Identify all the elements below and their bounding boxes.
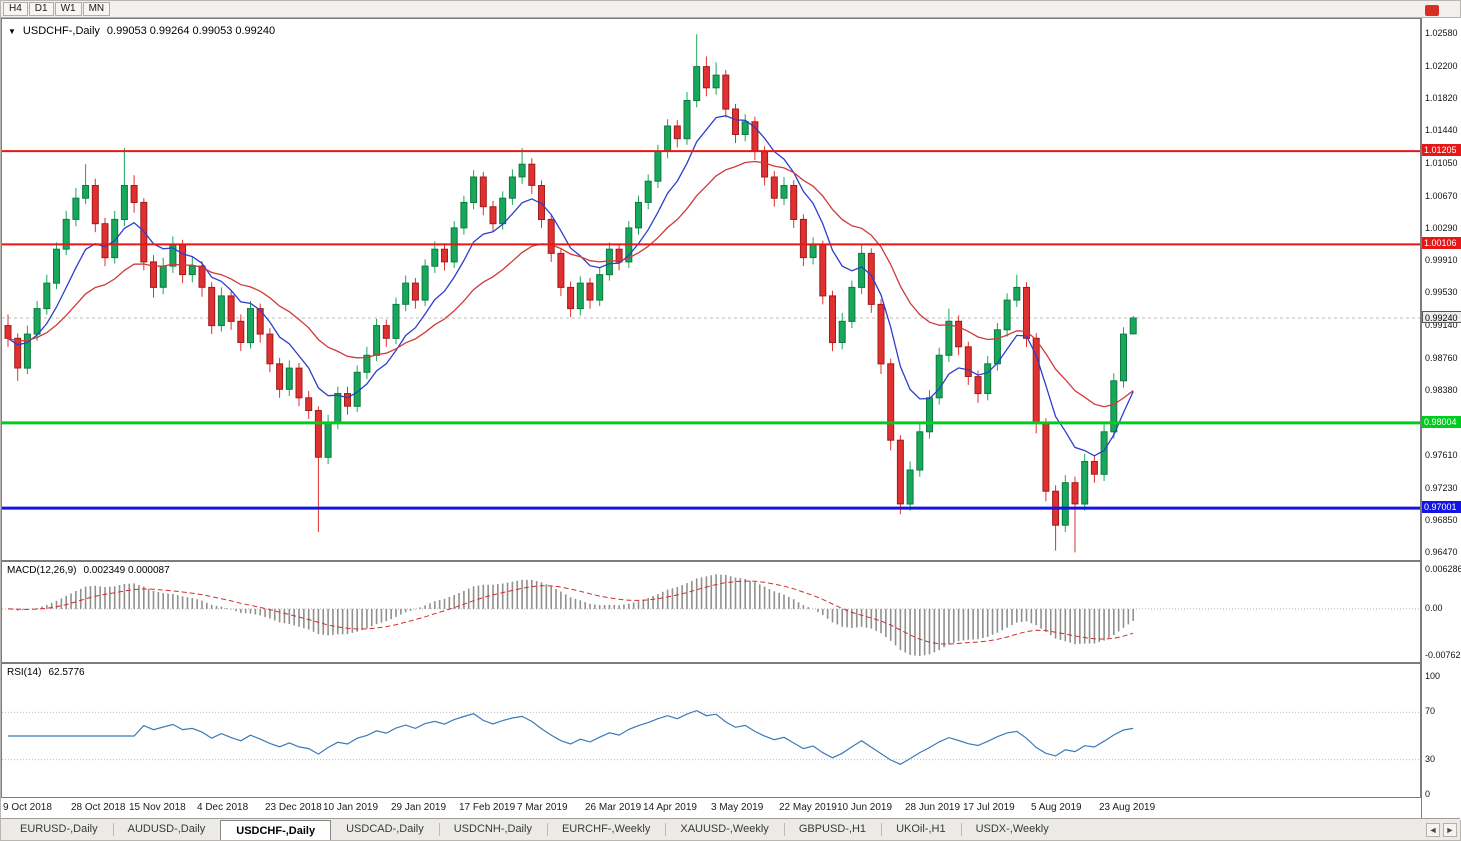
chart-title: ▼ USDCHF-,Daily 0.99053 0.99264 0.99053 … <box>8 25 275 37</box>
date-label: 14 Apr 2019 <box>643 802 697 813</box>
price-tick: 1.00290 <box>1425 223 1458 233</box>
chart-ohlc-values: 0.99053 0.99264 0.99053 0.99240 <box>106 25 276 37</box>
price-tick: 1.01050 <box>1425 158 1458 168</box>
date-label: 23 Dec 2018 <box>265 802 322 813</box>
timeframe-button-w1[interactable]: W1 <box>54 2 82 16</box>
price-tick: 0.96850 <box>1425 515 1458 525</box>
chart-marker-icon: ▼ <box>8 26 16 36</box>
macd-indicator-panel[interactable]: MACD(12,26,9) 0.002349 0.000087 <box>1 561 1421 663</box>
tab-nav-controls: ◄ ► <box>1426 819 1457 841</box>
tab-eurusd-daily[interactable]: EURUSD-,Daily <box>20 823 98 835</box>
macd-label: MACD(12,26,9) 0.002349 0.000087 <box>7 565 170 576</box>
timeframe-button-mn[interactable]: MN <box>82 2 111 16</box>
price-tick: 1.02580 <box>1425 28 1458 38</box>
rsi-plot[interactable] <box>2 664 1420 797</box>
macd-axis-tick: 0.006286 <box>1425 564 1461 574</box>
date-label: 29 Jan 2019 <box>391 802 447 813</box>
date-label: 17 Feb 2019 <box>459 802 516 813</box>
macd-signal-line <box>7 580 1134 645</box>
tab-scroll-right-icon[interactable]: ► <box>1443 823 1457 837</box>
resistance-2-price-tag: 1.00106 <box>1422 237 1461 249</box>
rsi-axis-tick: 0 <box>1425 789 1431 799</box>
rsi-line <box>8 709 1134 765</box>
tab-usdx-weekly[interactable]: USDX-,Weekly <box>960 819 1064 840</box>
timeframe-button-h4[interactable]: H4 <box>3 2 28 16</box>
chart-symbol-label: USDCHF-,Daily <box>22 25 100 37</box>
price-tick: 1.01820 <box>1425 93 1458 103</box>
date-label: 10 Jun 2019 <box>837 802 893 813</box>
ma-slow-line <box>7 160 1134 408</box>
timeframe-button-d1[interactable]: D1 <box>28 2 54 16</box>
date-label: 17 Jul 2019 <box>963 802 1015 813</box>
tab-gbpusd-h1[interactable]: GBPUSD-,H1 <box>783 819 881 840</box>
tab-eurchf-weekly[interactable]: EURCHF-,Weekly <box>546 819 665 840</box>
app-badge-icon <box>1425 5 1439 16</box>
date-label: 10 Jan 2019 <box>323 802 379 813</box>
support-1-price-tag: 0.98004 <box>1422 416 1461 428</box>
tab-usdcnh-daily[interactable]: USDCNH-,Daily <box>438 819 547 840</box>
date-label: 28 Oct 2018 <box>71 802 126 813</box>
date-label: 5 Aug 2019 <box>1031 802 1082 813</box>
rsi-name-label: RSI(14) <box>7 667 42 678</box>
macd-axis-tick: -0.00762 <box>1425 650 1461 660</box>
price-tick: 0.97230 <box>1425 483 1458 493</box>
date-label: 22 May 2019 <box>779 802 837 813</box>
date-label: 9 Oct 2018 <box>3 802 52 813</box>
rsi-indicator-panel[interactable]: RSI(14) 62.5776 <box>1 663 1421 798</box>
tab-xauusd-weekly[interactable]: XAUUSD-,Weekly <box>665 819 783 840</box>
rsi-label: RSI(14) 62.5776 <box>7 667 85 678</box>
price-tick: 0.99140 <box>1425 320 1458 330</box>
price-tick: 1.02200 <box>1425 61 1458 71</box>
date-label: 15 Nov 2018 <box>129 802 186 813</box>
macd-histogram <box>12 574 1134 656</box>
timeframe-toolbar: H4 D1 W1 MN <box>1 1 1460 18</box>
candles-layer <box>4 34 1137 553</box>
rsi-axis-tick: 100 <box>1425 671 1441 681</box>
tab-ukoil-h1[interactable]: UKOil-,H1 <box>881 819 961 840</box>
support-2-price-tag: 0.97001 <box>1422 501 1461 513</box>
date-label: 28 Jun 2019 <box>905 802 961 813</box>
price-tick: 1.00670 <box>1425 191 1458 201</box>
date-label: 3 May 2019 <box>711 802 764 813</box>
macd-name-label: MACD(12,26,9) <box>7 565 77 576</box>
date-label: 26 Mar 2019 <box>585 802 642 813</box>
ma-fast-line <box>7 115 1134 457</box>
macd-axis-tick: 0.00 <box>1425 603 1443 613</box>
tab-usdcad-daily[interactable]: USDCAD-,Daily <box>346 823 424 835</box>
tab-usdchf-daily[interactable]: USDCHF-,Daily <box>220 820 332 840</box>
price-tick: 0.99910 <box>1425 255 1458 265</box>
date-label: 4 Dec 2018 <box>197 802 249 813</box>
price-tick: 0.98760 <box>1425 353 1458 363</box>
tab-audusd-daily[interactable]: AUDUSD-,Daily <box>112 819 221 840</box>
chart-tabbar: EURUSD-,Daily AUDUSD-,Daily USDCHF-,Daily U… <box>1 818 1460 840</box>
price-tick: 0.97610 <box>1425 450 1458 460</box>
time-axis[interactable]: 9 Oct 2018 28 Oct 2018 15 Nov 2018 4 Dec 20… <box>1 799 1421 818</box>
price-tick: 0.96470 <box>1425 547 1458 557</box>
main-price-chart[interactable]: ▼ USDCHF-,Daily 0.99053 0.99264 0.99053 … <box>1 18 1421 561</box>
price-tick: 0.99530 <box>1425 287 1458 297</box>
candlestick-plot[interactable] <box>2 19 1420 560</box>
price-tick: 0.98380 <box>1425 385 1458 395</box>
date-label: 23 Aug 2019 <box>1099 802 1156 813</box>
rsi-axis-tick: 30 <box>1425 754 1436 764</box>
date-label: 7 Mar 2019 <box>517 802 568 813</box>
macd-plot[interactable] <box>2 562 1420 662</box>
rsi-axis-tick: 70 <box>1425 706 1436 716</box>
resistance-1-price-tag: 1.01205 <box>1422 144 1461 156</box>
current-price-tag: 0.99240 <box>1422 311 1461 323</box>
timeframe-button-group: H4 D1 W1 MN <box>3 2 111 16</box>
macd-values-label: 0.002349 0.000087 <box>83 565 170 576</box>
tab-scroll-left-icon[interactable]: ◄ <box>1426 823 1440 837</box>
price-axis[interactable]: 1.02580 1.02200 1.01820 1.01440 1.01050 1.006… <box>1421 18 1461 820</box>
rsi-value-label: 62.5776 <box>48 667 85 678</box>
price-tick: 1.01440 <box>1425 125 1458 135</box>
